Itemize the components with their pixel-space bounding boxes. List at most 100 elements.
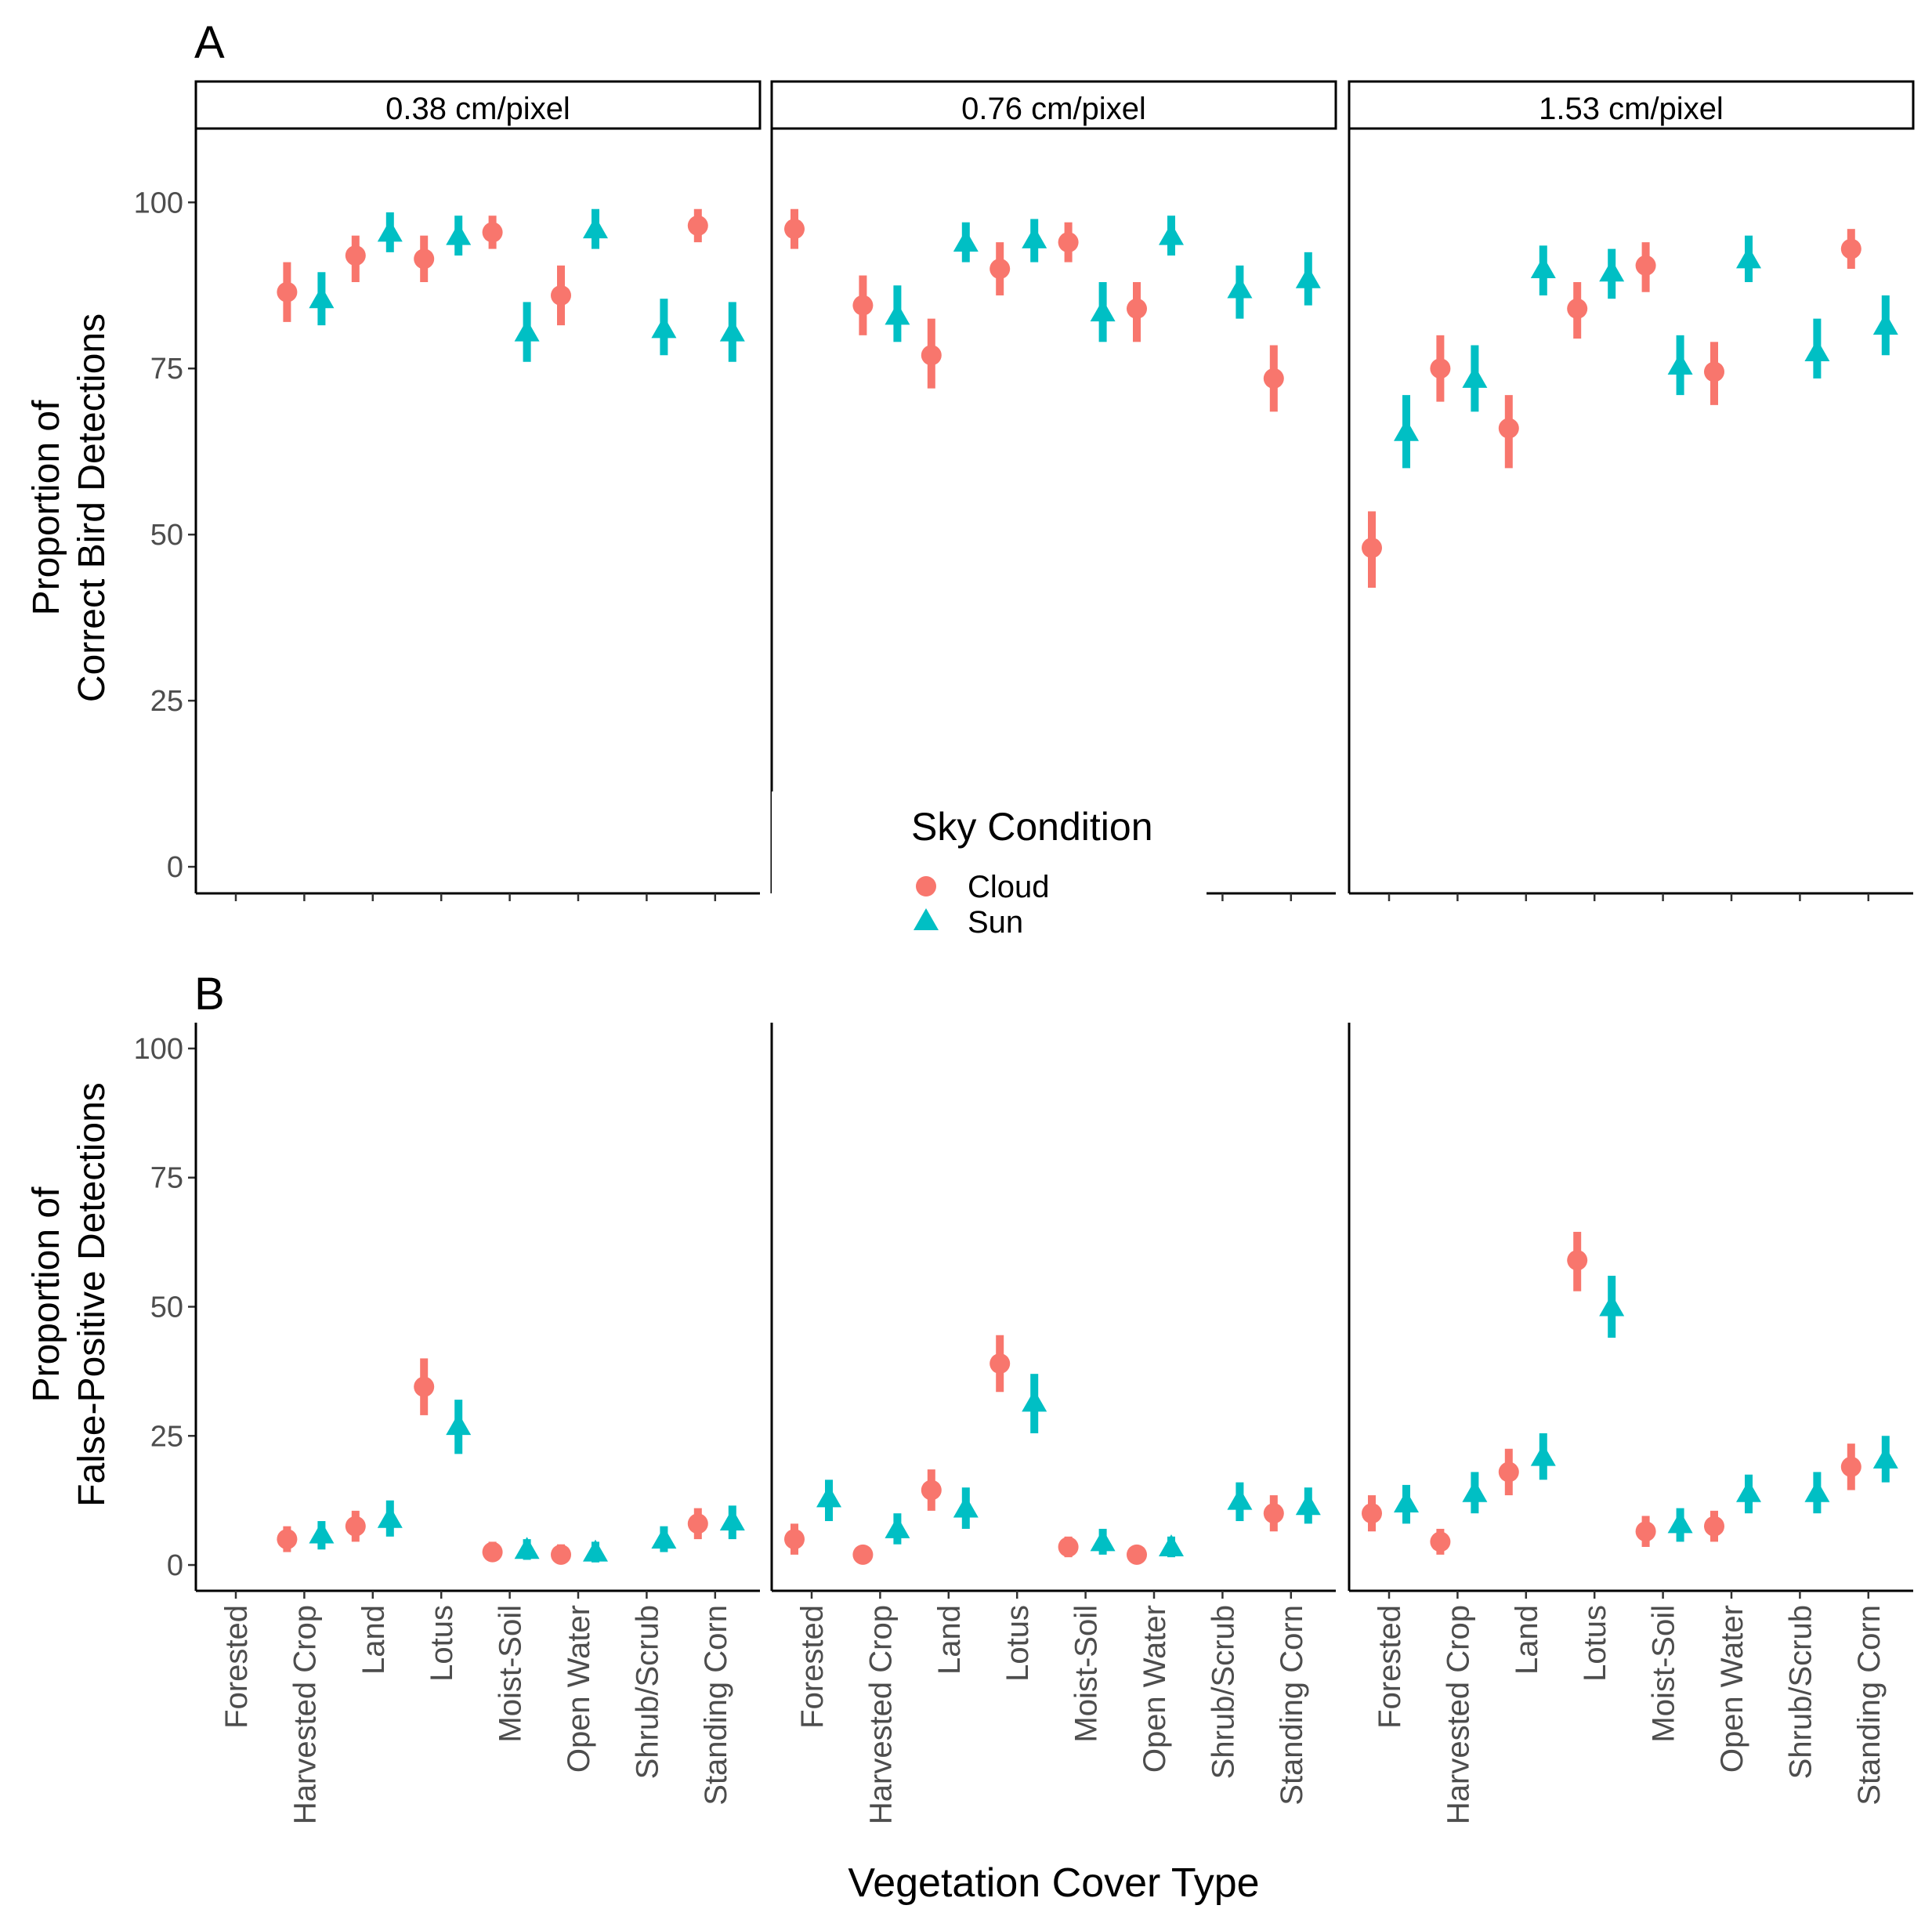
point-cloud: [852, 295, 874, 316]
facet-strips: 0.38 cm/pixel 0.76 cm/pixel 1.53 cm/pixe…: [194, 80, 1915, 130]
x-tick-label: Open Water: [562, 1605, 596, 1773]
y-tick-label: 0: [167, 851, 183, 884]
point-cloud: [1058, 1536, 1079, 1557]
point-sun: [1295, 266, 1321, 288]
x-tick-label: Lotus: [1578, 1605, 1612, 1682]
point-sun: [953, 1495, 979, 1518]
legend-key-cloud: [916, 876, 936, 896]
point-sun: [1736, 1480, 1761, 1502]
x-tick-label: Harvested Crop: [863, 1605, 898, 1824]
point-cloud: [784, 219, 805, 240]
x-tick-label: Open Water: [1715, 1605, 1749, 1773]
x-tick-label: Harvested Crop: [288, 1605, 322, 1824]
point-cloud: [1127, 298, 1147, 319]
point-cloud: [687, 215, 708, 236]
legend: Sky Condition Cloud Sun: [772, 791, 1207, 948]
point-cloud: [482, 222, 503, 243]
point-cloud: [1635, 1521, 1656, 1542]
point-sun: [1022, 1389, 1047, 1412]
point-sun: [1090, 299, 1116, 322]
y-tick-label: 100: [134, 187, 183, 219]
x-tick-label: Moist-Soil: [1647, 1605, 1681, 1743]
x-tick-label: Shrub/Scrub: [1783, 1605, 1818, 1779]
facet-strip-2: [770, 80, 1337, 130]
x-tick-label: Forested: [219, 1605, 254, 1729]
y-tick-label: 100: [134, 1033, 183, 1066]
chart-b: 0 25 50 75 100 Forested Harvested Crop Land Lotu…: [134, 1023, 1913, 1824]
y-tick-label: 75: [150, 1162, 183, 1195]
point-cloud: [414, 248, 435, 270]
point-sun: [719, 1509, 745, 1531]
point-sun: [651, 316, 677, 339]
facet-label-2: 0.76 cm/pixel: [961, 92, 1146, 126]
point-cloud: [1263, 1503, 1284, 1524]
point-sun: [446, 223, 472, 245]
x-axis-title: Vegetation Cover Type: [848, 1860, 1259, 1906]
x-tick-label: Standing Corn: [1275, 1605, 1309, 1806]
point-cloud: [1362, 1503, 1382, 1524]
x-tick-label: Shrub/Scrub: [630, 1605, 664, 1779]
point-cloud: [277, 1529, 298, 1550]
point-sun: [1530, 256, 1556, 279]
x-tick-label: Land: [932, 1605, 967, 1675]
point-sun: [1872, 1446, 1898, 1469]
point-sun: [1599, 259, 1625, 282]
point-sun: [1159, 223, 1184, 245]
point-sun: [309, 286, 335, 309]
point-cloud: [990, 259, 1011, 280]
point-cloud: [1498, 1462, 1519, 1483]
point-sun: [514, 319, 540, 342]
point-cloud: [1430, 1531, 1451, 1552]
y-tick-label: 25: [150, 1420, 183, 1453]
point-sun: [583, 216, 608, 239]
facet-strip-3: [1348, 80, 1915, 130]
point-sun: [1599, 1294, 1625, 1317]
y-axis-title-b-line2: False-Positive Detections: [71, 1082, 113, 1507]
x-tick-label: Lotus: [425, 1605, 459, 1682]
point-sun: [377, 219, 403, 242]
legend-label-cloud: Cloud: [968, 870, 1050, 904]
point-sun: [309, 1521, 335, 1544]
y-tick-label: 25: [150, 685, 183, 718]
point-cloud: [1362, 538, 1382, 559]
legend-key-sun: [914, 908, 939, 930]
x-tick-label: Forested: [795, 1605, 830, 1729]
x-tick-label: Moist-Soil: [494, 1605, 528, 1743]
point-cloud: [1058, 232, 1079, 253]
x-tick-label: Lotus: [1000, 1605, 1035, 1682]
point-sun: [377, 1505, 403, 1528]
point-sun: [1295, 1493, 1321, 1516]
point-cloud: [921, 1480, 942, 1501]
point-cloud: [482, 1541, 503, 1563]
x-tick-label: Standing Corn: [1852, 1605, 1887, 1806]
point-sun: [1227, 276, 1253, 299]
y-tick-label: 50: [150, 1291, 183, 1324]
point-cloud: [277, 281, 298, 302]
point-cloud: [1704, 1516, 1724, 1537]
panel-label-b: B: [194, 969, 225, 1020]
point-cloud: [1704, 361, 1724, 382]
point-sun: [514, 1537, 540, 1559]
legend-background: [772, 791, 1207, 948]
y-tick-label: 0: [167, 1549, 183, 1582]
point-cloud: [551, 1544, 571, 1565]
point-cloud: [414, 1376, 435, 1397]
point-sun: [1530, 1443, 1556, 1466]
point-sun: [1736, 246, 1761, 269]
point-cloud: [1430, 358, 1451, 379]
y-axis-title-a-line2: Correct Bird Detections: [71, 313, 113, 702]
point-sun: [1872, 313, 1898, 335]
point-cloud: [921, 345, 942, 366]
x-tick-label: Open Water: [1138, 1605, 1172, 1773]
x-tick-label: Moist-Soil: [1069, 1605, 1104, 1743]
point-cloud: [551, 284, 571, 306]
x-tick-label: Land: [356, 1605, 391, 1675]
point-sun: [1462, 365, 1488, 388]
x-tick-label: Land: [1510, 1605, 1544, 1675]
point-cloud: [345, 245, 366, 266]
x-tick-label: Standing Corn: [699, 1605, 733, 1806]
point-cloud: [852, 1544, 874, 1565]
x-tick-label: Harvested Crop: [1441, 1605, 1475, 1824]
point-sun: [1804, 1480, 1830, 1502]
